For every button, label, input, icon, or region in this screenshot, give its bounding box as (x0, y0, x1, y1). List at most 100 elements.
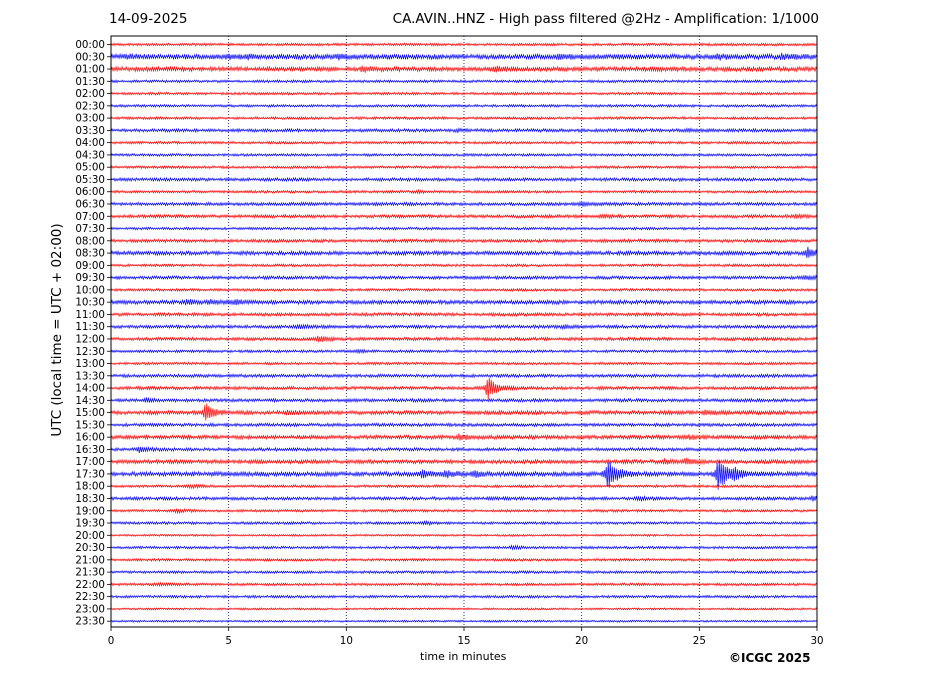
trace-row-1830 (110, 495, 818, 502)
trace-row-0030 (110, 52, 818, 61)
y-tick-label-0600: 06:00 (75, 186, 105, 198)
y-tick-label-1430: 14:30 (75, 395, 105, 407)
y-tick-label-1530: 15:30 (75, 419, 105, 431)
y-tick-label-1500: 15:00 (75, 407, 105, 419)
trace-row-1800 (110, 483, 818, 490)
trace-row-2030 (110, 544, 818, 551)
y-tick-label-0400: 04:00 (75, 137, 105, 149)
x-axis: 0 5 10 15 20 25 30 (108, 627, 824, 647)
y-tick-label-2030: 20:30 (75, 542, 105, 554)
trace-row-0830 (110, 246, 818, 259)
y-tick-label-1900: 19:00 (75, 505, 105, 517)
vertical-gridlines (228, 36, 700, 627)
y-tick-label-0300: 03:00 (75, 113, 105, 125)
date-label: 14-09-2025 (109, 11, 188, 27)
y-tick-label-1130: 11:30 (75, 321, 105, 333)
trace-row-2330 (110, 619, 818, 623)
y-tick-label-0730: 07:30 (75, 223, 105, 235)
copyright-label: ©ICGC 2025 (729, 651, 811, 665)
y-tick-label-0530: 05:30 (75, 174, 105, 186)
trace-row-2300 (110, 607, 818, 611)
trace-row-1700 (110, 457, 818, 466)
y-tick-label-1030: 10:30 (75, 297, 105, 309)
x-tick-label-0: 0 (108, 635, 115, 647)
y-tick-label-1000: 10:00 (75, 284, 105, 296)
y-tick-label-1700: 17:00 (75, 456, 105, 468)
trace-row-0900 (110, 263, 818, 268)
y-tick-label-0430: 04:30 (75, 149, 105, 161)
x-axis-label: time in minutes (420, 650, 507, 663)
trace-row-0800 (110, 238, 818, 244)
trace-row-2200 (110, 581, 818, 588)
trace-row-1100 (110, 311, 818, 318)
trace-row-1130 (110, 323, 818, 331)
y-tick-label-2300: 23:00 (75, 603, 105, 615)
trace-row-0700 (110, 212, 818, 220)
seismogram-traces (110, 42, 818, 623)
trace-row-1900 (110, 508, 818, 515)
trace-row-1330 (110, 372, 818, 379)
y-tick-label-0030: 00:30 (75, 51, 105, 63)
y-tick-label-0500: 05:00 (75, 162, 105, 174)
y-tick-label-0800: 08:00 (75, 235, 105, 247)
row-time-labels: 00:0000:3001:0001:3002:0002:3003:0003:30… (75, 39, 111, 628)
y-tick-label-1100: 11:00 (75, 309, 105, 321)
trace-row-2230 (110, 594, 818, 599)
y-tick-label-1600: 16:00 (75, 432, 105, 444)
x-tick-label-10: 10 (340, 635, 353, 647)
y-tick-label-0630: 06:30 (75, 199, 105, 211)
y-tick-label-1300: 13:00 (75, 358, 105, 370)
trace-row-0130 (110, 79, 818, 84)
trace-row-1430 (110, 397, 818, 404)
trace-row-1230 (110, 348, 818, 355)
trace-row-0500 (110, 164, 818, 170)
y-tick-label-1230: 12:30 (75, 346, 105, 358)
y-tick-label-0930: 09:30 (75, 272, 105, 284)
trace-row-0730 (110, 226, 818, 231)
trace-row-1530 (110, 422, 818, 428)
trace-row-0400 (110, 140, 818, 145)
trace-row-0000 (110, 42, 818, 47)
trace-row-1000 (110, 287, 818, 293)
trace-row-2130 (110, 569, 818, 575)
y-tick-label-0830: 08:30 (75, 248, 105, 260)
trace-row-0630 (110, 200, 818, 208)
y-tick-label-2230: 22:30 (75, 591, 105, 603)
x-tick-label-25: 25 (693, 635, 706, 647)
y-tick-label-1730: 17:30 (75, 468, 105, 480)
y-tick-label-0230: 02:30 (75, 100, 105, 112)
y-tick-label-0700: 07:00 (75, 211, 105, 223)
trace-row-0330 (110, 127, 818, 134)
y-tick-label-2130: 21:30 (75, 567, 105, 579)
trace-row-0230 (110, 103, 818, 109)
trace-row-0930 (110, 274, 818, 281)
trace-row-1300 (110, 361, 818, 366)
trace-row-1030 (110, 298, 818, 306)
trace-row-1200 (110, 335, 818, 343)
y-tick-label-1200: 12:00 (75, 333, 105, 345)
trace-row-0200 (110, 91, 818, 96)
y-tick-label-2000: 20:00 (75, 530, 105, 542)
trace-row-1500 (110, 403, 818, 421)
y-tick-label-1400: 14:00 (75, 383, 105, 395)
y-tick-label-1800: 18:00 (75, 481, 105, 493)
y-tick-label-1830: 18:30 (75, 493, 105, 505)
y-tick-label-2330: 23:30 (75, 616, 105, 628)
x-tick-label-5: 5 (225, 635, 232, 647)
trace-row-1930 (110, 519, 818, 527)
plot-frame (110, 35, 818, 628)
trace-row-0530 (110, 176, 818, 183)
x-tick-label-30: 30 (810, 635, 823, 647)
y-tick-label-0000: 00:00 (75, 39, 105, 51)
y-tick-label-1330: 13:30 (75, 370, 105, 382)
y-tick-label-1930: 19:30 (75, 518, 105, 530)
chart-title: CA.AVIN..HNZ - High pass filtered @2Hz -… (392, 11, 819, 27)
trace-row-1730 (110, 460, 818, 490)
y-tick-label-2200: 22:00 (75, 579, 105, 591)
y-tick-label-0200: 02:00 (75, 88, 105, 100)
x-tick-label-15: 15 (457, 635, 470, 647)
y-axis-label: UTC (local time = UTC + 02:00) (49, 223, 65, 437)
trace-row-0600 (110, 188, 818, 195)
trace-row-0300 (110, 115, 818, 121)
